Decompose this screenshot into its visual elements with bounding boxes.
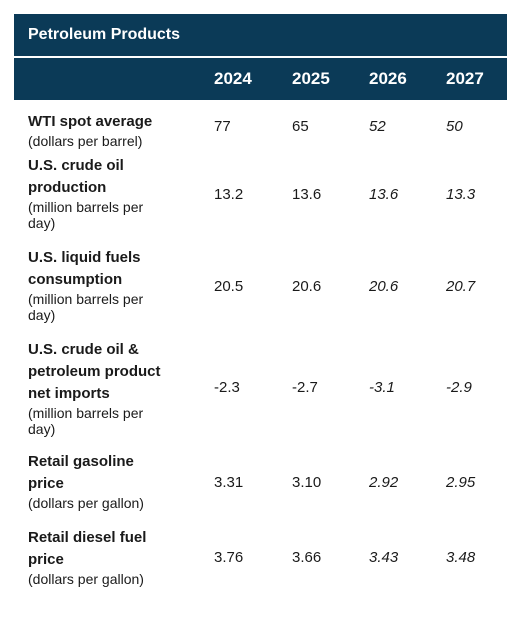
row-unit-line: day) (28, 307, 56, 323)
row-label-line: price (28, 551, 64, 568)
value-2026: -3.1 (369, 379, 395, 396)
table-row-net-imports: U.S. crude oil & petroleum product net i… (14, 334, 507, 446)
value-2024: 20.5 (214, 278, 244, 295)
value-2026: 20.6 (369, 278, 399, 295)
petroleum-products-table: Petroleum Products 2024 2025 2026 2027 W… (14, 14, 507, 598)
row-label-line: price (28, 475, 64, 492)
row-label: U.S. crude oil production (million barre… (28, 155, 198, 231)
row-label: WTI spot average (dollars per barrel) (28, 111, 198, 149)
row-unit-line: (million barrels per (28, 291, 144, 307)
row-label-line: production (28, 179, 107, 196)
row-label-line: U.S. crude oil (28, 157, 124, 174)
value-2024: 77 (214, 118, 231, 135)
year-header-2026: 2026 (369, 69, 407, 88)
row-unit-line: (million barrels per (28, 405, 144, 421)
year-header-2027: 2027 (446, 69, 484, 88)
value-2025: 3.10 (292, 474, 322, 491)
value-2025: -2.7 (292, 379, 318, 396)
table-row-retail-diesel-fuel-price: Retail diesel fuel price (dollars per ga… (14, 522, 507, 598)
table-row-crude-oil-production: U.S. crude oil production (million barre… (14, 150, 507, 242)
value-2025: 3.66 (292, 549, 322, 566)
value-2024: -2.3 (214, 379, 240, 396)
value-2026: 13.6 (369, 186, 399, 203)
row-label-line: consumption (28, 271, 123, 288)
value-2027: 20.7 (446, 278, 476, 295)
value-2027: -2.9 (446, 379, 472, 396)
table-title: Petroleum Products (14, 14, 507, 56)
value-2025: 20.6 (292, 278, 322, 295)
row-unit-line: (dollars per gallon) (28, 571, 144, 587)
value-2025: 13.6 (292, 186, 322, 203)
value-2026: 2.92 (369, 474, 399, 491)
row-label-line: net imports (28, 385, 110, 402)
value-2024: 3.31 (214, 474, 244, 491)
value-2026: 3.43 (369, 549, 399, 566)
year-header-2025: 2025 (292, 69, 330, 88)
row-label-line: U.S. crude oil & (28, 341, 139, 358)
table-row-wti-spot-average: WTI spot average (dollars per barrel) 77… (14, 100, 507, 150)
value-2024: 13.2 (214, 186, 244, 203)
value-2025: 65 (292, 118, 309, 135)
row-label-line: Retail diesel fuel (28, 529, 147, 546)
row-label: Retail gasoline price (dollars per gallo… (28, 451, 198, 511)
value-2024: 3.76 (214, 549, 244, 566)
row-unit-line: (dollars per gallon) (28, 495, 144, 511)
value-2026: 52 (369, 118, 386, 135)
row-label-line: U.S. liquid fuels (28, 249, 141, 266)
value-2027: 13.3 (446, 186, 476, 203)
row-label-line: petroleum product (28, 363, 161, 380)
row-label: Retail diesel fuel price (dollars per ga… (28, 527, 198, 587)
row-label: U.S. liquid fuels consumption (million b… (28, 247, 198, 323)
table-row-liquid-fuels-consumption: U.S. liquid fuels consumption (million b… (14, 242, 507, 334)
value-2027: 2.95 (446, 474, 476, 491)
value-2027: 3.48 (446, 549, 476, 566)
row-unit-line: (dollars per barrel) (28, 133, 143, 149)
row-unit-line: day) (28, 215, 56, 231)
row-label-line: Retail gasoline (28, 453, 134, 470)
table-row-retail-gasoline-price: Retail gasoline price (dollars per gallo… (14, 446, 507, 522)
value-2027: 50 (446, 118, 463, 135)
row-label: U.S. crude oil & petroleum product net i… (28, 339, 198, 437)
year-header-row: 2024 2025 2026 2027 (14, 58, 507, 100)
year-header-2024: 2024 (214, 69, 252, 88)
row-label-line: WTI spot average (28, 113, 153, 130)
row-unit-line: day) (28, 421, 56, 437)
row-unit-line: (million barrels per (28, 199, 144, 215)
